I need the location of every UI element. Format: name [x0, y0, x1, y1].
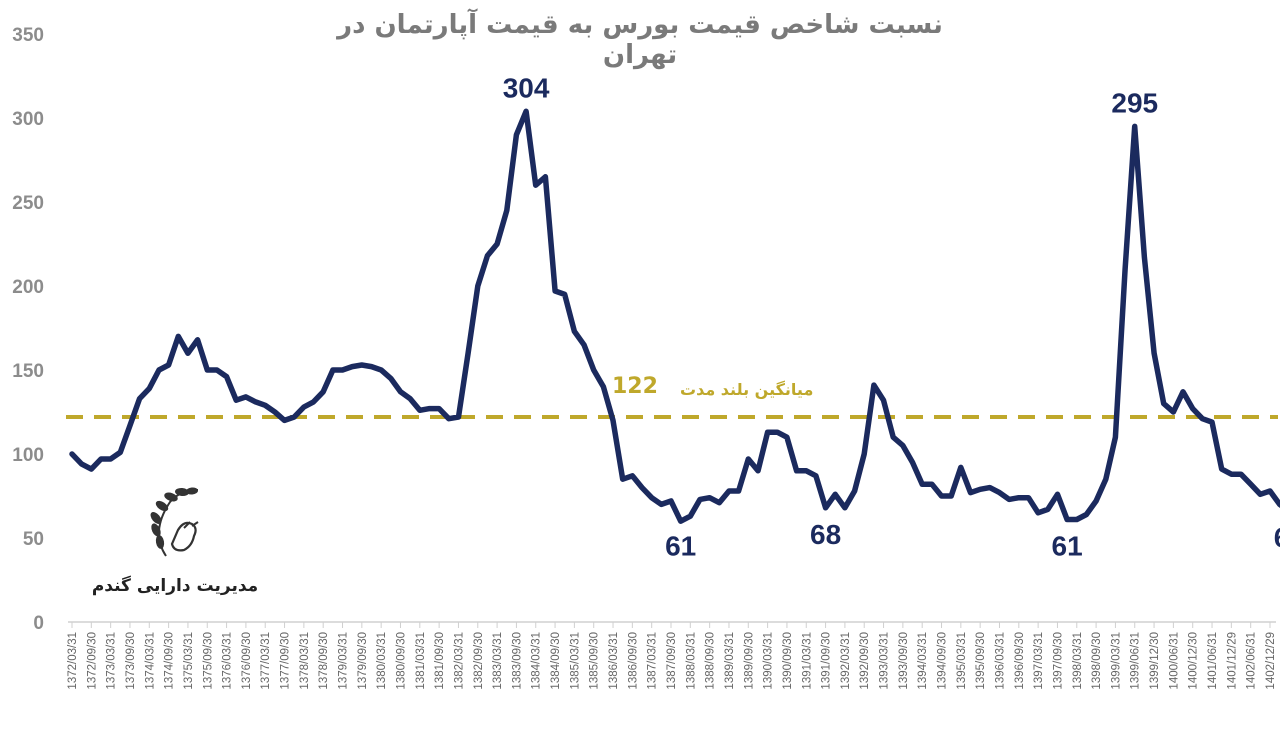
chart-title: نسبت شاخص قیمت بورس به قیمت آپارتمان در … — [337, 10, 943, 70]
ratio-series-line — [69, 108, 1280, 524]
x-tick-label: 1384/03/31 — [531, 632, 543, 690]
x-tick-label: 1393/09/30 — [898, 632, 910, 690]
x-tick-label: 1400/12/30 — [1188, 632, 1200, 690]
x-tick-label: 1373/03/31 — [106, 632, 118, 690]
logo-text: مدیریت دارایی گندم — [91, 576, 259, 596]
x-tick-label: 1397/09/30 — [1052, 632, 1064, 690]
data-label: 66 — [1274, 522, 1280, 553]
x-tick-label: 1382/09/30 — [473, 632, 485, 690]
x-tick-label: 1398/03/31 — [1072, 632, 1084, 690]
x-tick-label: 1388/09/30 — [705, 632, 717, 690]
x-tick-label: 1395/03/31 — [956, 632, 968, 690]
x-tick-label: 1378/03/31 — [299, 632, 311, 690]
x-tick-label: 1380/03/31 — [376, 632, 388, 690]
x-tick-label: 1377/09/30 — [280, 632, 292, 690]
x-tick-label: 1380/09/30 — [395, 632, 407, 690]
x-tick-label: 1401/06/31 — [1207, 632, 1219, 690]
data-label: 68 — [810, 519, 841, 550]
y-tick-label: 100 — [12, 445, 44, 466]
x-tick-label: 1385/09/30 — [589, 632, 601, 690]
average-value-label: 122 — [612, 374, 658, 399]
y-tick-label: 200 — [12, 277, 44, 298]
x-tick-label: 1392/03/31 — [840, 632, 852, 690]
x-tick-label: 1393/03/31 — [879, 632, 891, 690]
y-tick-label: 0 — [33, 613, 44, 634]
x-tick-label: 1375/09/30 — [202, 632, 214, 690]
x-tick-label: 1376/09/30 — [241, 632, 253, 690]
x-tick-label: 1399/03/31 — [1110, 632, 1122, 690]
x-tick-label: 1373/09/30 — [125, 632, 137, 690]
x-tick-label: 1397/03/31 — [1033, 632, 1045, 690]
data-label: 61 — [1052, 531, 1083, 562]
x-tick-label: 1388/03/31 — [685, 632, 697, 690]
data-label: 295 — [1111, 87, 1158, 118]
x-tick-label: 1381/03/31 — [415, 632, 427, 690]
x-tick-label: 1374/09/30 — [164, 632, 176, 690]
x-tick-label: 1396/03/31 — [994, 632, 1006, 690]
x-tick-label: 1390/09/30 — [782, 632, 794, 690]
x-tick-label: 1389/09/30 — [743, 632, 755, 690]
y-tick-label: 250 — [12, 193, 44, 214]
x-tick-label: 1382/03/31 — [453, 632, 465, 690]
x-tick-label: 1384/09/30 — [550, 632, 562, 690]
x-tick-label: 1389/03/31 — [724, 632, 736, 690]
x-tick-label: 1395/09/30 — [975, 632, 987, 690]
x-tick-label: 1394/03/31 — [917, 632, 929, 690]
x-tick-label: 1377/03/31 — [260, 632, 272, 690]
x-tick-label: 1387/03/31 — [647, 632, 659, 690]
x-tick-label: 1372/03/31 — [67, 632, 79, 690]
x-tick-label: 1379/03/31 — [338, 632, 350, 690]
x-tick-label: 1391/03/31 — [801, 632, 813, 690]
x-tick-label: 1402/12/29 — [1265, 632, 1277, 690]
x-tick-label: 1387/09/30 — [666, 632, 678, 690]
x-tick-label: 1391/09/30 — [821, 632, 833, 690]
x-tick-label: 1400/06/31 — [1168, 632, 1180, 690]
x-tick-label: 1383/09/30 — [511, 632, 523, 690]
data-label: 304 — [503, 72, 550, 103]
x-tick-label: 1402/06/31 — [1246, 632, 1258, 690]
data-label: 61 — [665, 531, 696, 562]
x-tick-label: 1383/03/31 — [492, 632, 504, 690]
x-tick-label: 1376/03/31 — [222, 632, 234, 690]
x-tick-label: 1399/12/30 — [1149, 632, 1161, 690]
x-tick-label: 1392/09/30 — [859, 632, 871, 690]
average-line-label: میانگین بلند مدت — [680, 380, 814, 399]
y-tick-label: 50 — [23, 529, 44, 550]
x-tick-label: 1378/09/30 — [318, 632, 330, 690]
x-tick-label: 1398/09/30 — [1091, 632, 1103, 690]
x-tick-label: 1372/09/30 — [86, 632, 98, 690]
x-tick-label: 1386/09/30 — [627, 632, 639, 690]
y-tick-label: 300 — [12, 109, 44, 130]
x-tick-label: 1385/03/31 — [569, 632, 581, 690]
x-tick-label: 1379/09/30 — [357, 632, 369, 690]
y-tick-label: 150 — [12, 361, 44, 382]
y-tick-label: 350 — [12, 25, 44, 46]
x-tick-label: 1399/06/31 — [1130, 632, 1142, 690]
wheat-logo-icon — [140, 482, 212, 562]
x-tick-label: 1386/03/31 — [608, 632, 620, 690]
x-tick-label: 1374/03/31 — [144, 632, 156, 690]
x-tick-label: 1390/03/31 — [763, 632, 775, 690]
x-tick-label: 1401/12/29 — [1226, 632, 1238, 690]
x-tick-label: 1375/03/31 — [183, 632, 195, 690]
x-tick-label: 1394/09/30 — [937, 632, 949, 690]
x-tick-label: 1381/09/30 — [434, 632, 446, 690]
x-tick-label: 1396/09/30 — [1014, 632, 1026, 690]
